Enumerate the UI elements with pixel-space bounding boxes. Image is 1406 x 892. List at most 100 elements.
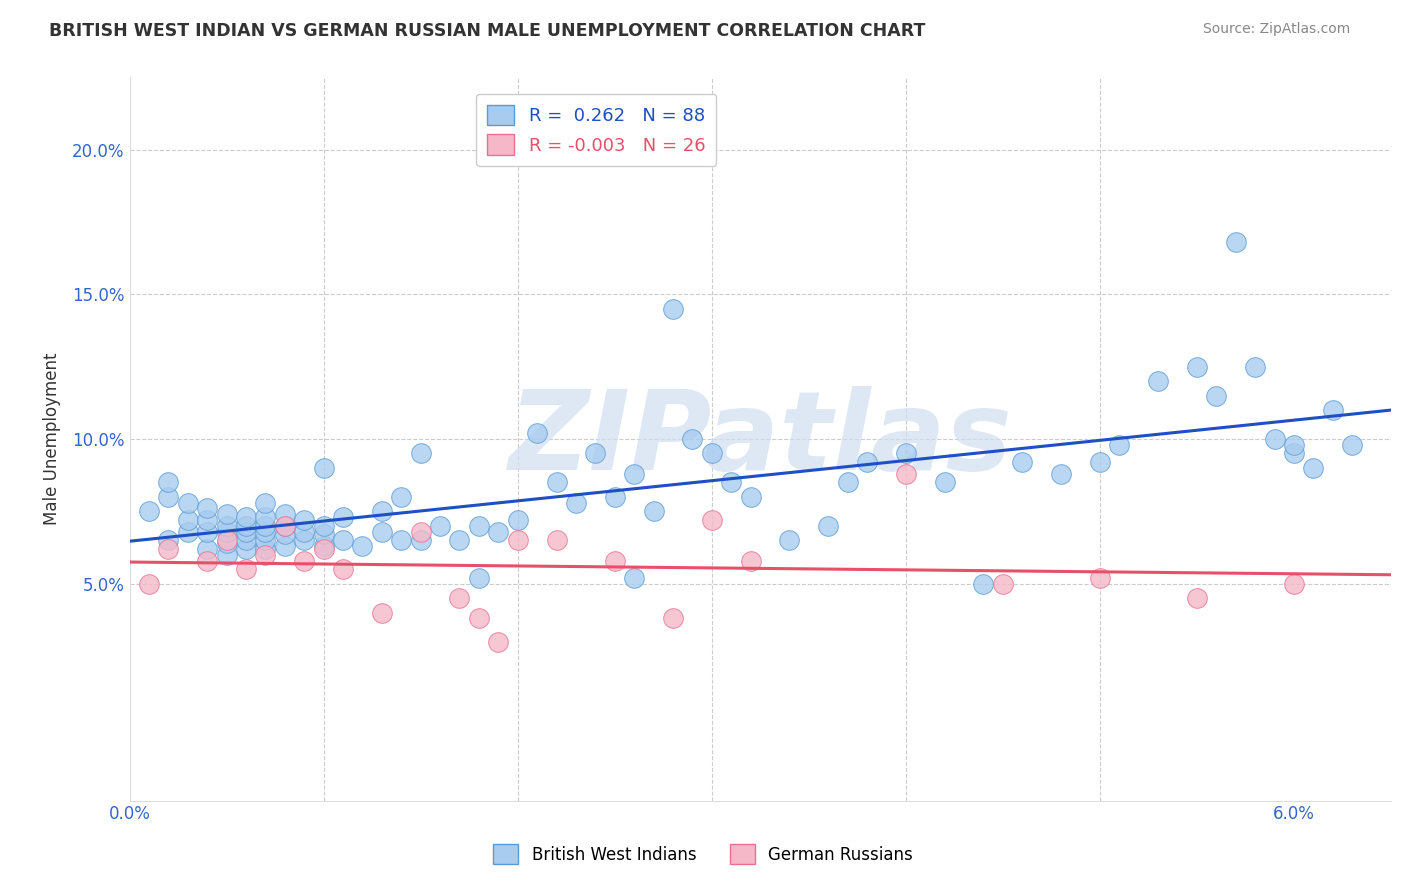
Point xyxy=(603,490,626,504)
Point xyxy=(740,553,762,567)
Point xyxy=(409,446,432,460)
Point xyxy=(254,524,277,539)
Point xyxy=(546,533,568,548)
Point xyxy=(332,562,354,576)
Point xyxy=(894,446,917,460)
Point xyxy=(1244,359,1267,374)
Point xyxy=(856,455,879,469)
Point xyxy=(138,504,160,518)
Point xyxy=(449,533,471,548)
Point xyxy=(254,510,277,524)
Point xyxy=(235,533,257,548)
Point xyxy=(177,496,200,510)
Point xyxy=(1088,455,1111,469)
Point xyxy=(274,539,297,553)
Point xyxy=(1264,432,1286,446)
Point xyxy=(468,571,491,585)
Point xyxy=(1185,359,1208,374)
Point xyxy=(546,475,568,490)
Point xyxy=(274,527,297,541)
Point xyxy=(157,490,180,504)
Legend: R =  0.262   N = 88, R = -0.003   N = 26: R = 0.262 N = 88, R = -0.003 N = 26 xyxy=(477,94,716,166)
Point xyxy=(700,513,723,527)
Point xyxy=(934,475,956,490)
Point xyxy=(1282,446,1305,460)
Point xyxy=(254,518,277,533)
Point xyxy=(274,518,297,533)
Point xyxy=(292,524,315,539)
Point xyxy=(583,446,606,460)
Point xyxy=(157,541,180,556)
Point xyxy=(991,576,1014,591)
Point xyxy=(449,591,471,606)
Point xyxy=(1322,403,1344,417)
Point xyxy=(972,576,994,591)
Point xyxy=(778,533,800,548)
Point xyxy=(195,501,218,516)
Point xyxy=(157,533,180,548)
Point xyxy=(486,524,509,539)
Point xyxy=(662,301,685,316)
Point xyxy=(1225,235,1247,250)
Point xyxy=(235,562,257,576)
Point xyxy=(177,524,200,539)
Point xyxy=(720,475,742,490)
Point xyxy=(235,541,257,556)
Point xyxy=(389,490,412,504)
Point xyxy=(235,524,257,539)
Point xyxy=(177,513,200,527)
Point xyxy=(526,426,548,441)
Point xyxy=(292,533,315,548)
Point xyxy=(681,432,703,446)
Point xyxy=(371,524,394,539)
Point xyxy=(254,541,277,556)
Point xyxy=(312,527,335,541)
Point xyxy=(1011,455,1033,469)
Point xyxy=(157,475,180,490)
Point xyxy=(235,518,257,533)
Point xyxy=(623,571,645,585)
Point xyxy=(371,504,394,518)
Point xyxy=(352,539,374,553)
Point xyxy=(312,541,335,556)
Point xyxy=(371,606,394,620)
Point xyxy=(486,634,509,648)
Point xyxy=(274,508,297,522)
Point xyxy=(312,461,335,475)
Point xyxy=(292,553,315,567)
Point xyxy=(312,539,335,553)
Point xyxy=(254,496,277,510)
Point xyxy=(700,446,723,460)
Point xyxy=(332,510,354,524)
Point xyxy=(1205,389,1227,403)
Point xyxy=(215,508,238,522)
Point xyxy=(623,467,645,481)
Legend: British West Indians, German Russians: British West Indians, German Russians xyxy=(486,838,920,871)
Point xyxy=(292,513,315,527)
Point xyxy=(837,475,859,490)
Point xyxy=(565,496,588,510)
Point xyxy=(409,533,432,548)
Point xyxy=(254,533,277,548)
Point xyxy=(1282,438,1305,452)
Point xyxy=(332,533,354,548)
Point xyxy=(603,553,626,567)
Point xyxy=(195,513,218,527)
Point xyxy=(409,524,432,539)
Point xyxy=(235,510,257,524)
Point xyxy=(215,536,238,550)
Point xyxy=(468,518,491,533)
Point xyxy=(1282,576,1305,591)
Point xyxy=(506,533,529,548)
Text: BRITISH WEST INDIAN VS GERMAN RUSSIAN MALE UNEMPLOYMENT CORRELATION CHART: BRITISH WEST INDIAN VS GERMAN RUSSIAN MA… xyxy=(49,22,925,40)
Point xyxy=(1088,571,1111,585)
Point xyxy=(274,518,297,533)
Point xyxy=(1185,591,1208,606)
Point xyxy=(643,504,665,518)
Point xyxy=(817,518,839,533)
Point xyxy=(1050,467,1073,481)
Point xyxy=(195,541,218,556)
Point xyxy=(740,490,762,504)
Point xyxy=(1302,461,1324,475)
Point xyxy=(468,611,491,625)
